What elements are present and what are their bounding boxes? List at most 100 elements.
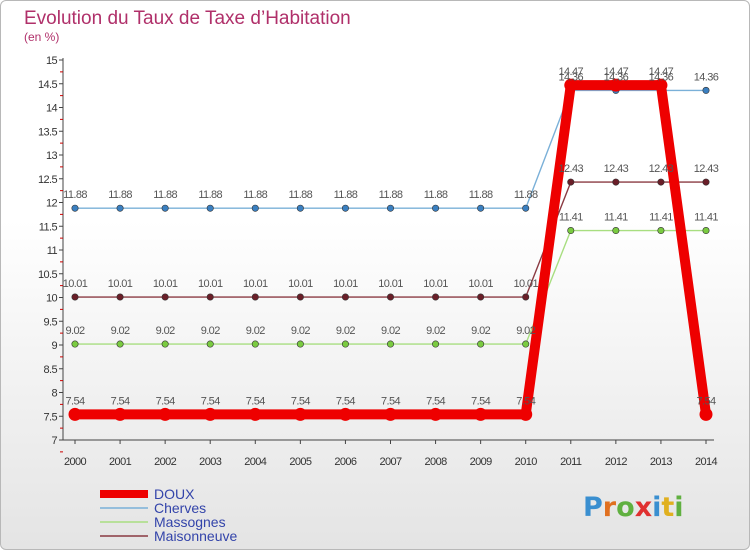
data-label-massognes: 9.02 <box>426 325 445 337</box>
point-massognes <box>432 340 440 348</box>
logo-letter: i <box>674 492 683 523</box>
point-maisonneuve <box>657 178 665 186</box>
data-label-maisonneuve: 10.01 <box>108 278 133 290</box>
proxiti-logo: Proxiti <box>583 492 684 523</box>
data-label-cherves: 14.36 <box>559 71 584 83</box>
data-label-massognes: 9.02 <box>156 325 175 337</box>
chart-axes: 7 7.5 8 8.5 9 9.5 10 10.5 11 11.5 12 12.5 13 13.5 14 14… <box>38 55 718 468</box>
chart-subtitle: (en %) <box>24 30 59 44</box>
data-label-cherves: 14.36 <box>694 71 719 83</box>
data-label-doux: 14.47 <box>604 66 629 78</box>
y-tick-label: 11.5 <box>39 221 58 233</box>
point-massognes <box>71 340 79 348</box>
data-label-doux: 7.54 <box>111 395 130 407</box>
point-cherves <box>386 204 394 212</box>
data-label-cherves: 11.88 <box>379 189 403 201</box>
point-massognes <box>522 340 530 348</box>
data-label-doux: 7.54 <box>65 395 84 407</box>
point-massognes <box>116 340 124 348</box>
logo-letter: r <box>603 492 617 523</box>
point-maisonneuve <box>251 293 259 301</box>
point-maisonneuve <box>702 178 710 186</box>
y-tick-label: 14.5 <box>38 79 57 91</box>
data-label-doux: 7.54 <box>156 395 175 407</box>
legend-label-massognes: Massognes <box>154 514 226 530</box>
data-label-maisonneuve: 12.43 <box>559 163 584 175</box>
point-cherves <box>71 204 79 212</box>
data-label-maisonneuve: 10.01 <box>378 278 403 290</box>
data-label-cherves: 11.88 <box>198 189 222 201</box>
data-label-cherves: 11.88 <box>334 189 358 201</box>
point-doux <box>203 407 217 421</box>
data-label-doux: 7.54 <box>246 395 265 407</box>
point-maisonneuve <box>296 293 304 301</box>
y-tick-label: 12.5 <box>38 174 57 186</box>
point-doux <box>68 407 82 421</box>
point-doux <box>519 407 533 421</box>
data-label-cherves: 14.36 <box>649 71 674 83</box>
data-label-cherves: 11.88 <box>424 189 448 201</box>
point-cherves <box>432 204 440 212</box>
point-massognes <box>296 340 304 348</box>
y-tick-label: 7 <box>51 435 57 447</box>
point-massognes <box>251 340 259 348</box>
data-label-massognes: 11.41 <box>604 212 628 224</box>
x-tick-label: 2013 <box>650 456 673 468</box>
point-cherves <box>251 204 259 212</box>
data-label-maisonneuve: 10.01 <box>288 278 313 290</box>
x-tick-label: 2006 <box>334 456 357 468</box>
data-label-maisonneuve: 12.43 <box>649 163 674 175</box>
point-maisonneuve <box>567 178 575 186</box>
point-maisonneuve <box>161 293 169 301</box>
data-label-cherves: 11.88 <box>243 189 267 201</box>
point-cherves <box>116 204 124 212</box>
logo-letter: t <box>661 492 674 523</box>
data-label-massognes: 9.02 <box>381 325 400 337</box>
data-label-massognes: 9.02 <box>336 325 355 337</box>
data-label-massognes: 9.02 <box>111 325 130 337</box>
data-label-maisonneuve: 10.01 <box>243 278 268 290</box>
point-cherves <box>161 204 169 212</box>
data-label-massognes: 11.41 <box>559 212 583 224</box>
point-massognes <box>702 227 710 235</box>
legend-label-maisonneuve: Maisonneuve <box>154 528 237 544</box>
data-label-maisonneuve: 12.43 <box>604 163 629 175</box>
point-maisonneuve <box>206 293 214 301</box>
point-massognes <box>386 340 394 348</box>
point-doux <box>248 407 262 421</box>
x-tick-label: 2014 <box>695 456 718 468</box>
data-label-cherves: 11.88 <box>63 189 87 201</box>
point-maisonneuve <box>477 293 485 301</box>
point-massognes <box>206 340 214 348</box>
x-tick-label: 2003 <box>199 456 222 468</box>
data-label-maisonneuve: 10.01 <box>198 278 223 290</box>
y-tick-label: 12 <box>46 198 58 210</box>
point-massognes <box>477 340 485 348</box>
x-tick-label: 2001 <box>109 456 132 468</box>
point-cherves <box>341 204 349 212</box>
x-tick-label: 2011 <box>560 456 582 468</box>
point-massognes <box>341 340 349 348</box>
point-doux <box>113 407 127 421</box>
x-tick-label: 2008 <box>425 456 448 468</box>
data-label-maisonneuve: 12.43 <box>694 163 719 175</box>
data-label-massognes: 11.41 <box>649 212 673 224</box>
y-tick-label: 13 <box>46 150 58 162</box>
data-label-doux: 7.54 <box>696 395 715 407</box>
data-label-doux: 14.47 <box>649 66 674 78</box>
series-layer <box>68 78 713 421</box>
y-tick-label: 8.5 <box>44 364 58 376</box>
point-doux <box>564 78 578 92</box>
point-doux <box>158 407 172 421</box>
point-cherves <box>206 204 214 212</box>
x-tick-label: 2000 <box>64 456 87 468</box>
point-doux <box>293 407 307 421</box>
y-tick-label: 15 <box>46 55 58 67</box>
logo-letter: o <box>616 492 635 523</box>
data-label-massognes: 9.02 <box>291 325 310 337</box>
point-doux <box>654 78 668 92</box>
y-tick-label: 7.5 <box>44 411 58 423</box>
y-tick-label: 14 <box>46 103 58 115</box>
